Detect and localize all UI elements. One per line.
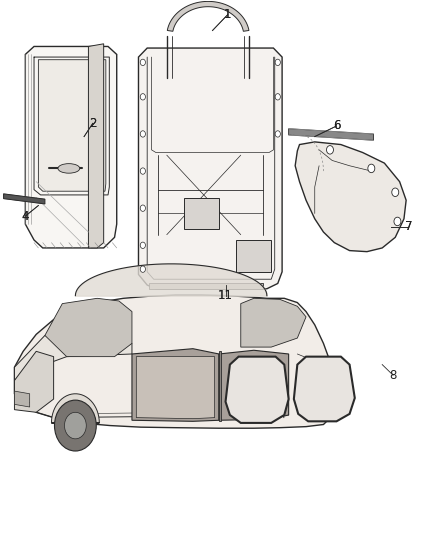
Polygon shape: [219, 351, 221, 421]
Polygon shape: [219, 350, 289, 420]
Circle shape: [368, 164, 375, 173]
Circle shape: [394, 217, 401, 225]
Polygon shape: [51, 394, 99, 423]
Polygon shape: [39, 60, 106, 191]
Text: 7: 7: [405, 220, 412, 233]
Polygon shape: [226, 357, 289, 423]
Circle shape: [54, 400, 96, 451]
Polygon shape: [132, 349, 219, 421]
Circle shape: [140, 205, 145, 212]
Polygon shape: [14, 391, 30, 407]
Text: 7: 7: [405, 220, 412, 233]
Polygon shape: [14, 335, 132, 381]
Circle shape: [392, 188, 399, 197]
Text: 6: 6: [333, 119, 340, 133]
Circle shape: [275, 94, 280, 100]
Polygon shape: [4, 194, 45, 204]
Text: 8: 8: [389, 369, 397, 382]
Circle shape: [140, 168, 145, 174]
Text: 4: 4: [21, 209, 29, 223]
Polygon shape: [88, 44, 104, 248]
Circle shape: [140, 242, 145, 248]
Text: 2: 2: [89, 117, 96, 130]
Polygon shape: [25, 46, 117, 248]
Circle shape: [140, 131, 145, 137]
Polygon shape: [241, 298, 306, 347]
Text: 9: 9: [259, 403, 266, 416]
Polygon shape: [167, 2, 249, 31]
Circle shape: [275, 59, 280, 66]
Text: 6: 6: [333, 119, 340, 133]
Circle shape: [326, 146, 333, 154]
Circle shape: [64, 413, 86, 439]
Text: 2: 2: [89, 117, 96, 130]
Circle shape: [140, 94, 145, 100]
Text: 4: 4: [21, 209, 29, 223]
Circle shape: [140, 59, 145, 66]
Polygon shape: [295, 142, 406, 252]
Circle shape: [275, 131, 280, 137]
Polygon shape: [237, 240, 271, 272]
Polygon shape: [149, 284, 262, 289]
Text: 1: 1: [224, 8, 231, 21]
Text: 11: 11: [218, 289, 233, 302]
Polygon shape: [294, 357, 355, 421]
Ellipse shape: [58, 164, 80, 173]
Polygon shape: [289, 128, 374, 140]
Polygon shape: [14, 295, 336, 428]
Polygon shape: [138, 48, 282, 289]
Polygon shape: [14, 351, 53, 413]
Circle shape: [140, 266, 145, 272]
Text: 1: 1: [224, 8, 231, 21]
Polygon shape: [45, 298, 132, 357]
Text: 11: 11: [218, 289, 233, 302]
Polygon shape: [136, 357, 215, 419]
Polygon shape: [184, 198, 219, 229]
